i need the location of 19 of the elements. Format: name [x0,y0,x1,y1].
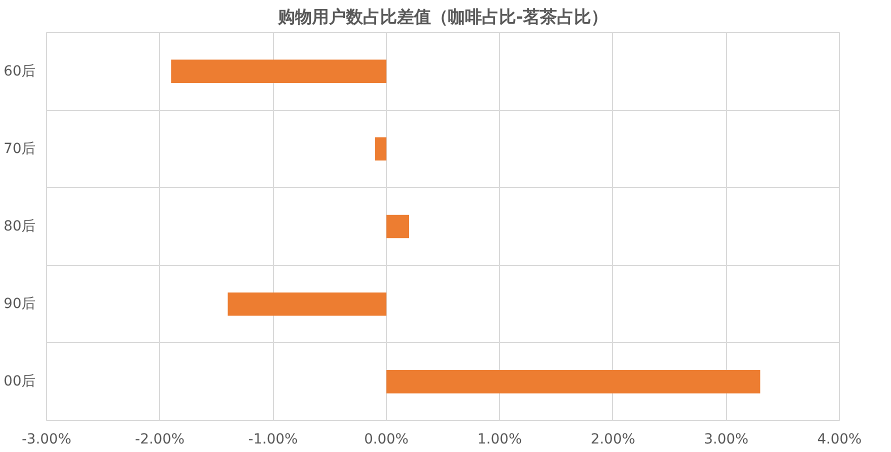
bar [171,60,386,83]
chart-title: 购物用户数占比差值（咖啡占比-茗茶占比） [276,8,608,28]
bar [228,292,386,316]
x-tick-label: 0.00% [364,432,409,448]
y-tick-label: 80后 [4,218,36,234]
x-tick-label: 2.00% [590,432,636,448]
y-tick-label: 60后 [4,63,36,80]
y-tick-label: 70后 [4,140,36,157]
x-tick-label: 4.00% [817,432,862,448]
x-tick-label: -1.00% [248,432,298,448]
x-tick-label: -3.00% [22,432,72,448]
bar [386,214,410,238]
y-tick-label: 90后 [4,296,36,312]
x-tick-label: 3.00% [704,432,748,448]
y-tick-label: 00后 [4,374,36,390]
x-tick-label: -2.00% [135,432,185,448]
bar [386,370,760,394]
bar [375,137,386,161]
x-tick-label: 1.00% [477,432,522,448]
